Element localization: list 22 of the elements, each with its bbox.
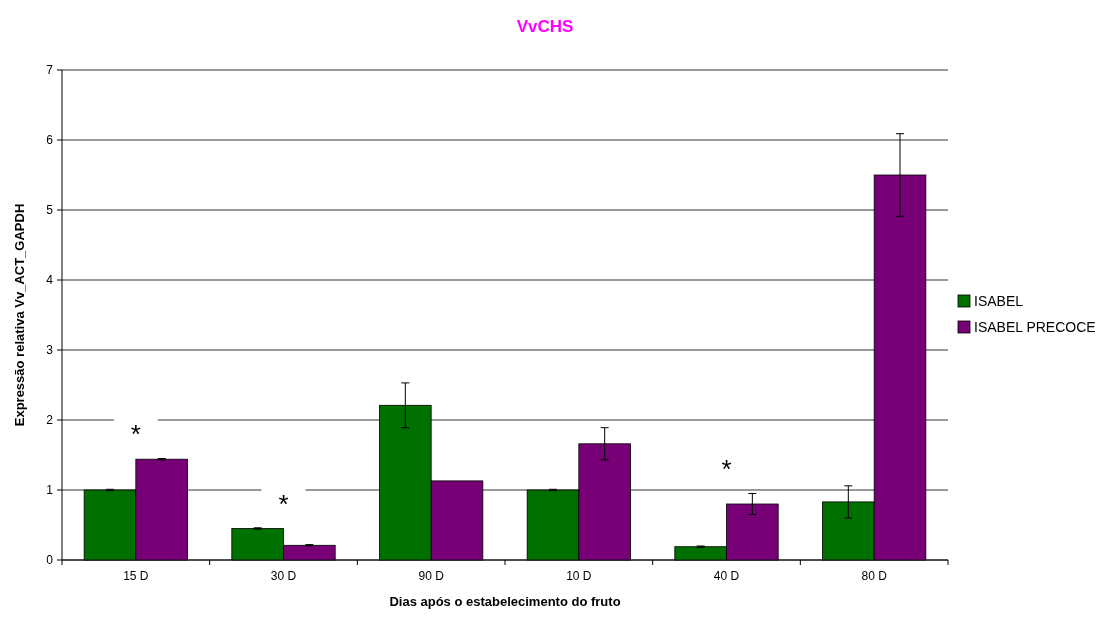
y-tick-label: 0 xyxy=(46,553,54,567)
annotation: * xyxy=(721,453,732,484)
y-tick-label: 5 xyxy=(46,203,54,217)
chart-title: VvCHS xyxy=(516,17,574,36)
y-axis-title: Expressão relativa Vv_ACT_GAPDH xyxy=(12,203,27,427)
y-tick-label: 3 xyxy=(46,343,54,357)
y-tick-label: 7 xyxy=(46,63,54,77)
x-tick-label: 80 D xyxy=(861,569,888,583)
annotation: * xyxy=(130,418,141,449)
x-tick-label: 10 D xyxy=(566,569,592,583)
x-tick-label: 40 D xyxy=(713,569,740,583)
y-tick-label: 1 xyxy=(46,483,54,497)
annotation: * xyxy=(278,488,289,519)
x-tick-label: 90 D xyxy=(418,569,445,583)
legend-label: ISABEL xyxy=(974,293,1024,309)
x-tick-label: 15 D xyxy=(123,569,149,583)
y-tick-label: 6 xyxy=(46,133,54,147)
legend-label: ISABEL PRECOCE xyxy=(974,319,1096,335)
y-tick-label: 2 xyxy=(46,413,54,427)
x-axis-title: Dias após o estabelecimento do fruto xyxy=(389,594,621,609)
y-tick-label: 4 xyxy=(46,273,54,287)
x-tick-label: 30 D xyxy=(270,569,297,583)
